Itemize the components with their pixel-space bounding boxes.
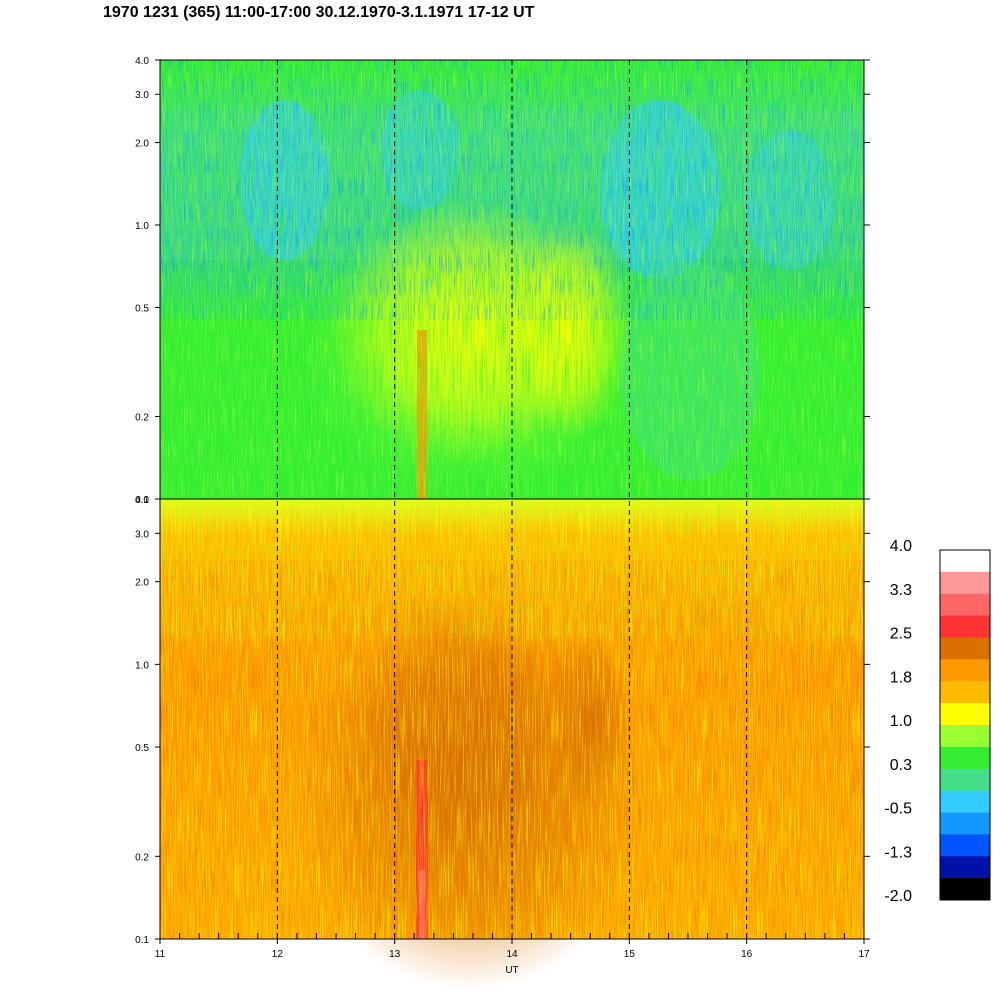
colorbar-tick-label: 1.8: [890, 669, 912, 686]
colorbar-swatch: [940, 550, 990, 573]
y-tick-label: 2.0: [135, 578, 149, 589]
colorbar-swatch: [940, 593, 990, 617]
colorbar-swatch: [940, 725, 990, 748]
colorbar-swatch: [940, 659, 990, 682]
colorbar: 4.0 3.3 2.5 1.8 1.0 0.3 -0.5 -1.3 -2.0: [884, 538, 991, 905]
colorbar-swatch: [940, 878, 990, 901]
colorbar-frame: [939, 549, 991, 901]
y-tick-label: 2.0: [135, 138, 149, 149]
y-tick-label: 0.2: [135, 852, 149, 863]
dashed-grid-lines: [276, 60, 748, 939]
x-tick-label: 12: [272, 949, 284, 960]
colorbar-swatch: [940, 681, 990, 704]
x-tick-label: 15: [624, 949, 636, 960]
y-tick-label: 3.0: [135, 529, 149, 540]
colorbar-swatch: [940, 571, 990, 595]
y-tick-label: 0.2: [135, 413, 149, 424]
x-tick-label: 13: [389, 949, 401, 960]
y-tick-label: 0.1: [135, 495, 149, 506]
colorbar-swatch: [940, 790, 990, 813]
x-tick-label: 17: [858, 949, 870, 960]
y-tick-label: 1.0: [135, 660, 149, 671]
x-tick-label: 14: [506, 949, 518, 960]
y-tick-label: 0.5: [135, 743, 149, 754]
y-tick-label: 0.5: [135, 303, 149, 314]
colorbar-tick-label: 1.0: [890, 713, 912, 730]
y-tick-label: 4.0: [135, 56, 149, 67]
colorbar-tick-label: -2.0: [884, 888, 912, 905]
x-tick-label: 16: [741, 949, 753, 960]
colorbar-tick-label: 0.3: [890, 757, 912, 774]
colorbar-swatch: [940, 746, 990, 770]
y-tick-label: 1.0: [135, 221, 149, 232]
x-axis: 11 12 13 14 15 16 17: [155, 933, 870, 960]
y-tick-label: 0.1: [135, 935, 149, 946]
colorbar-swatch: [940, 768, 990, 792]
colorbar-tick-label: 2.5: [890, 626, 912, 643]
colorbar-swatch: [940, 615, 990, 638]
colorbar-tick-label: 3.3: [890, 582, 912, 599]
chart-title: 1970 1231 (365) 11:00-17:00 30.12.1970-3…: [103, 4, 535, 21]
colorbar-tick-label: -0.5: [884, 801, 912, 818]
x-axis-label: UT: [505, 965, 518, 976]
panel-top-spectrogram: 0.1 0.2 0.5 1.0 2.0 3.0 4.0: [135, 56, 870, 506]
panel-bottom-spectrogram: 0.1 0.2 0.5 1.0 2.0 3.0 4.0: [135, 495, 870, 990]
colorbar-swatch: [940, 637, 990, 660]
y-tick-label: 3.0: [135, 90, 149, 101]
panel-top-y-axis: 0.1 0.2 0.5 1.0 2.0 3.0 4.0: [135, 56, 870, 506]
colorbar-swatch: [940, 812, 990, 835]
colorbar-tick-label: -1.3: [884, 844, 912, 861]
colorbar-swatch: [940, 834, 990, 857]
y-tick-label: 4.0: [135, 495, 149, 506]
panel-bottom-y-axis: 0.1 0.2 0.5 1.0 2.0 3.0 4.0: [135, 495, 870, 946]
colorbar-swatch: [940, 703, 990, 726]
colorbar-tick-label: 4.0: [890, 538, 912, 555]
colorbar-swatch: [940, 856, 990, 879]
x-tick-label: 11: [155, 949, 166, 960]
